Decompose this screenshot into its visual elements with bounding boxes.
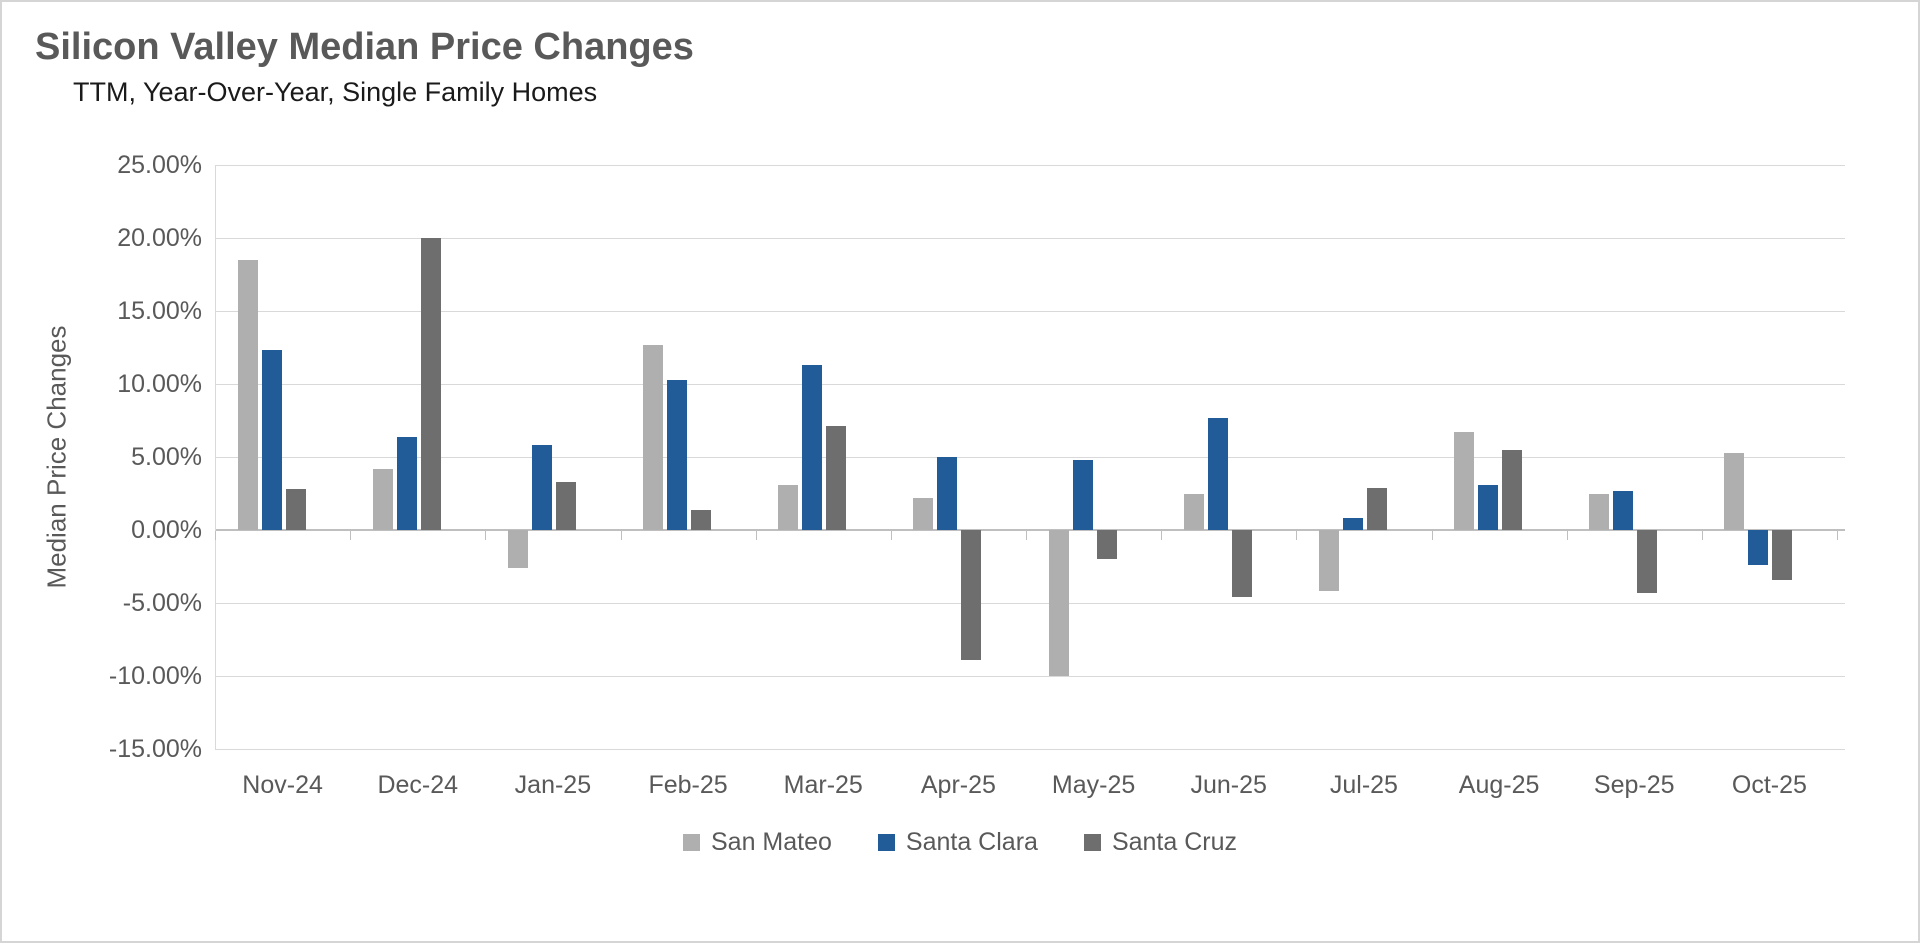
bar-santa-clara <box>1342 518 1363 530</box>
bar-santa-cruz <box>420 238 441 530</box>
x-tick-label: Aug-25 <box>1458 771 1540 799</box>
bar-santa-clara <box>1613 490 1634 530</box>
y-tick-label: -10.00% <box>108 662 202 690</box>
legend-item: Santa Cruz <box>1083 828 1237 857</box>
gridline <box>215 384 1845 385</box>
bar-santa-clara <box>1207 417 1228 530</box>
gridline <box>215 603 1845 604</box>
legend-swatch-icon <box>1083 834 1101 851</box>
x-tick-label: Jun-25 <box>1190 771 1267 799</box>
x-tick-label: Dec-24 <box>377 771 459 799</box>
gridline <box>215 165 1845 166</box>
bar-santa-clara <box>937 457 958 530</box>
bar-santa-cruz <box>285 489 306 530</box>
bar-san-mateo <box>1589 493 1610 530</box>
legend: San Mateo Santa Clara Santa Cruz <box>2 828 1918 857</box>
x-tick-label: Feb-25 <box>648 771 728 799</box>
axis-tick <box>620 531 622 540</box>
axis-tick <box>1837 531 1838 540</box>
bar-santa-clara <box>667 379 688 530</box>
bar-san-mateo <box>778 484 799 530</box>
bar-santa-cruz <box>555 481 576 530</box>
x-tick-label: May-25 <box>1051 771 1136 799</box>
axis-tick <box>755 531 757 540</box>
y-axis-line <box>215 165 216 749</box>
bar-san-mateo <box>643 344 664 530</box>
y-tick-label: -15.00% <box>108 735 202 763</box>
chart-title: Silicon Valley Median Price Changes <box>35 26 694 68</box>
bar-san-mateo <box>1454 432 1475 530</box>
bar-santa-clara <box>1072 459 1093 530</box>
x-tick-label: Nov-24 <box>242 771 323 799</box>
x-tick-label: Jan-25 <box>514 771 592 799</box>
bar-san-mateo <box>1724 452 1745 530</box>
axis-tick <box>1701 531 1703 540</box>
bar-santa-cruz <box>1231 530 1252 598</box>
bar-santa-cruz <box>1096 530 1117 560</box>
x-tick-label: Mar-25 <box>783 771 863 799</box>
legend-label: Santa Cruz <box>1111 828 1237 856</box>
chart-subtitle: TTM, Year-Over-Year, Single Family Homes <box>73 77 598 107</box>
bar-santa-cruz <box>1772 530 1793 580</box>
legend-label: Santa Clara <box>905 828 1038 856</box>
bar-santa-clara <box>1748 530 1769 566</box>
gridline <box>215 238 1845 239</box>
axis-tick <box>215 531 216 540</box>
gridline <box>215 676 1845 677</box>
y-tick-label: 15.00% <box>117 297 202 325</box>
bar-san-mateo <box>1048 530 1069 676</box>
bar-san-mateo <box>372 468 393 530</box>
bar-san-mateo <box>237 259 258 530</box>
axis-tick <box>485 531 487 540</box>
bar-santa-clara <box>396 436 417 530</box>
bar-san-mateo <box>913 497 934 530</box>
bar-santa-cruz <box>826 426 847 530</box>
y-tick-label: 5.00% <box>131 443 202 471</box>
x-tick-label: Jul-25 <box>1329 771 1398 799</box>
x-tick-label: Apr-25 <box>920 771 996 799</box>
bar-santa-clara <box>531 445 552 530</box>
legend-item: Santa Clara <box>877 828 1038 857</box>
gridline <box>215 457 1845 458</box>
bar-santa-cruz <box>691 509 712 530</box>
bar-santa-clara <box>802 365 823 530</box>
legend-label: San Mateo <box>710 828 832 856</box>
axis-tick <box>1566 531 1568 540</box>
bar-san-mateo <box>1183 493 1204 530</box>
axis-tick <box>1431 531 1433 540</box>
gridline <box>215 749 1845 750</box>
bar-santa-cruz <box>1637 530 1658 593</box>
x-tick-label: Oct-25 <box>1731 771 1807 799</box>
y-tick-label: -5.00% <box>122 589 202 617</box>
bar-santa-cruz <box>1502 449 1523 530</box>
bar-santa-cruz <box>1366 487 1387 530</box>
bar-santa-clara <box>1478 484 1499 530</box>
y-tick-label: 20.00% <box>117 224 202 252</box>
bar-san-mateo <box>507 530 528 568</box>
axis-tick <box>1161 531 1163 540</box>
y-tick-label: 25.00% <box>117 151 202 179</box>
gridline <box>215 311 1845 312</box>
legend-item: San Mateo <box>682 828 832 857</box>
legend-swatch-icon <box>877 834 895 851</box>
y-tick-label: 10.00% <box>117 370 202 398</box>
bar-san-mateo <box>1318 530 1339 592</box>
axis-tick <box>350 531 352 540</box>
axis-tick <box>1026 531 1027 540</box>
axis-tick <box>1296 531 1298 540</box>
y-tick-label: 0.00% <box>131 516 202 544</box>
legend-swatch-icon <box>682 834 700 851</box>
bar-santa-cruz <box>961 530 982 660</box>
axis-tick <box>890 531 892 540</box>
bar-santa-clara <box>261 350 282 530</box>
x-axis-line <box>215 529 1845 531</box>
x-tick-label: Sep-25 <box>1593 771 1675 799</box>
